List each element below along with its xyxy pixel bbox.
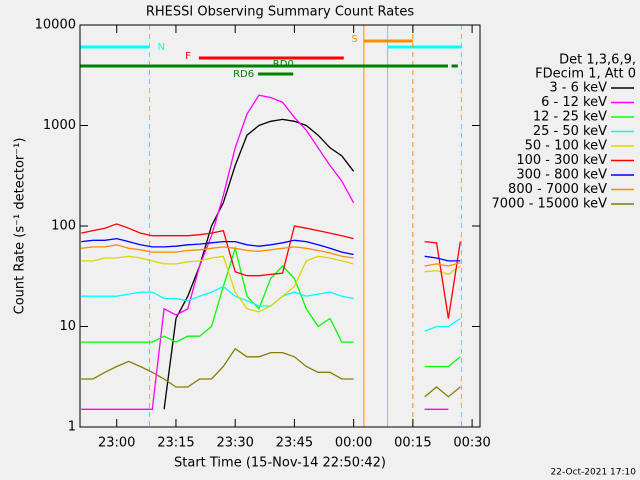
flag-label: F	[185, 51, 191, 62]
x-tick-label: 23:00	[98, 436, 135, 451]
y-tick-label: 100	[51, 219, 76, 234]
flag-label: N	[157, 42, 164, 53]
y-tick-label: 1	[68, 420, 76, 435]
series-line	[163, 118, 355, 410]
legend-label: 300 - 800 keV	[516, 168, 607, 183]
series-line	[81, 347, 461, 398]
legend-label: 3 - 6 keV	[549, 81, 607, 96]
legend-header: Det 1,3,6,9,	[559, 53, 636, 68]
series-line	[81, 223, 461, 319]
x-tick-label: 23:45	[276, 436, 313, 451]
x-axis-label: Start Time (15-Nov-14 22:50:42)	[174, 456, 386, 471]
y-tick-label: 10	[59, 319, 76, 334]
series-line	[81, 237, 461, 262]
legend-label: 100 - 300 keV	[516, 153, 607, 168]
series-line	[81, 94, 449, 410]
legend-label: 25 - 50 keV	[533, 124, 607, 139]
y-tick-label: 1000	[43, 118, 76, 133]
series-line	[81, 244, 461, 267]
flag-label: RD0	[273, 59, 294, 70]
x-tick-label: 23:15	[157, 436, 194, 451]
chart-title: RHESSI Observing Summary Count Rates	[146, 5, 415, 20]
series-line	[81, 245, 461, 368]
series-line	[81, 285, 461, 332]
legend-label: 6 - 12 keV	[541, 95, 607, 110]
legend-header: FDecim 1, Att 0	[535, 67, 636, 82]
x-tick-label: 00:15	[394, 436, 431, 451]
legend-label: 12 - 25 keV	[533, 110, 607, 125]
x-tick-label: 00:00	[335, 436, 372, 451]
legend-label: 800 - 7000 keV	[508, 182, 607, 197]
legend-label: 50 - 100 keV	[525, 139, 608, 154]
x-tick-label: 00:30	[453, 436, 490, 451]
flag-label: S	[352, 34, 358, 45]
footer: 22-Oct-2021 17:10	[551, 468, 637, 478]
x-tick-label: 23:30	[216, 436, 253, 451]
y-axis-label: Count Rate (s⁻¹ detector⁻¹)	[13, 138, 28, 315]
series-line	[81, 255, 461, 313]
y-tick-label: 10000	[35, 18, 76, 33]
legend-label: 7000 - 15000 keV	[492, 197, 608, 212]
flag-label: RD6	[233, 69, 254, 80]
